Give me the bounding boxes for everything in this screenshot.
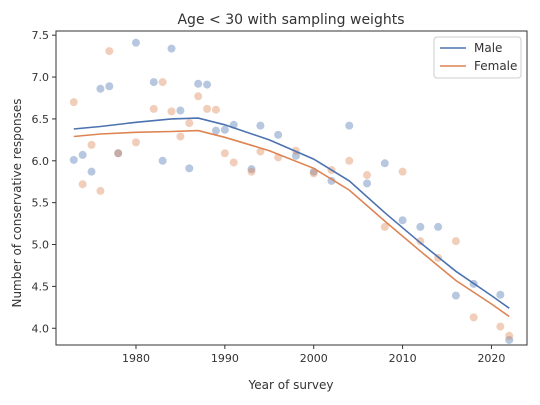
female-point [398, 167, 407, 176]
female-point [131, 138, 140, 147]
y-tick-label: 5.5 [32, 197, 50, 210]
legend-label-male: Male [474, 41, 502, 55]
female-point [211, 105, 220, 114]
male-point [194, 79, 203, 88]
male-point [203, 80, 212, 89]
male-point [131, 38, 140, 47]
female-point [185, 119, 194, 128]
female-point [380, 222, 389, 231]
y-tick-label: 7.5 [32, 29, 50, 42]
male-point [96, 84, 105, 93]
female-point [496, 322, 505, 331]
y-tick-label: 6.5 [32, 113, 50, 126]
y-tick-label: 4.5 [32, 280, 50, 293]
female-point [451, 237, 460, 246]
male-point [274, 130, 283, 139]
male-point [451, 291, 460, 300]
female-point [505, 331, 514, 340]
male-point [496, 290, 505, 299]
male-point [416, 222, 425, 231]
female-point [176, 132, 185, 141]
female-point [158, 78, 167, 87]
male-point [345, 121, 354, 130]
male-point [380, 159, 389, 168]
female-point [69, 98, 78, 107]
male-point [78, 150, 87, 159]
male-point [398, 216, 407, 225]
y-tick-label: 7.0 [32, 71, 50, 84]
y-tick-label: 4.0 [32, 322, 50, 335]
male-point [185, 164, 194, 173]
male-point [505, 335, 514, 344]
female-point [247, 167, 256, 176]
male-point [434, 222, 443, 231]
female-point [149, 104, 158, 113]
chart-title: Age < 30 with sampling weights [177, 12, 404, 28]
female-point [194, 92, 203, 101]
y-axis-label: Number of conservative responses [10, 98, 24, 307]
female-point [416, 237, 425, 246]
y-tick-label: 5.0 [32, 239, 50, 252]
female-point [87, 140, 96, 149]
female-point [114, 149, 123, 158]
x-axis-label: Year of survey [248, 378, 334, 392]
female-trend-line [73, 129, 510, 318]
x-tick-label: 2000 [300, 352, 328, 365]
female-point [167, 107, 176, 116]
x-tick-label: 2010 [389, 352, 417, 365]
male-point [158, 156, 167, 165]
plot-frame [55, 30, 528, 346]
female-point [96, 186, 105, 195]
female-point [229, 158, 238, 167]
female-point [309, 169, 318, 178]
male-trend-line [73, 117, 510, 309]
male-point [69, 155, 78, 164]
male-point [247, 165, 256, 174]
female-point [256, 147, 265, 156]
female-point [203, 104, 212, 113]
male-point [220, 125, 229, 134]
male-point [105, 82, 114, 91]
plot-area: 1980 1990 2000 2010 2020 4.0 4.5 5.0 5.5 6.0 6.5 7.… [32, 29, 528, 365]
female-point [345, 156, 354, 165]
x-tick-label: 1990 [211, 352, 239, 365]
male-point [256, 121, 265, 130]
x-tick-label: 2020 [477, 352, 505, 365]
female-point [78, 180, 87, 189]
male-point [167, 44, 176, 53]
female-point [105, 47, 114, 56]
male-point [363, 179, 372, 188]
male-point [114, 149, 123, 158]
x-tick-label: 1980 [122, 352, 150, 365]
male-point [149, 78, 158, 87]
male-point [291, 151, 300, 160]
y-tick-label: 6.0 [32, 155, 50, 168]
male-point [87, 167, 96, 176]
female-point [363, 171, 372, 180]
male-point [176, 106, 185, 115]
male-point [211, 126, 220, 135]
legend-label-female: Female [474, 59, 517, 73]
female-point [469, 313, 478, 322]
female-point [220, 149, 229, 158]
